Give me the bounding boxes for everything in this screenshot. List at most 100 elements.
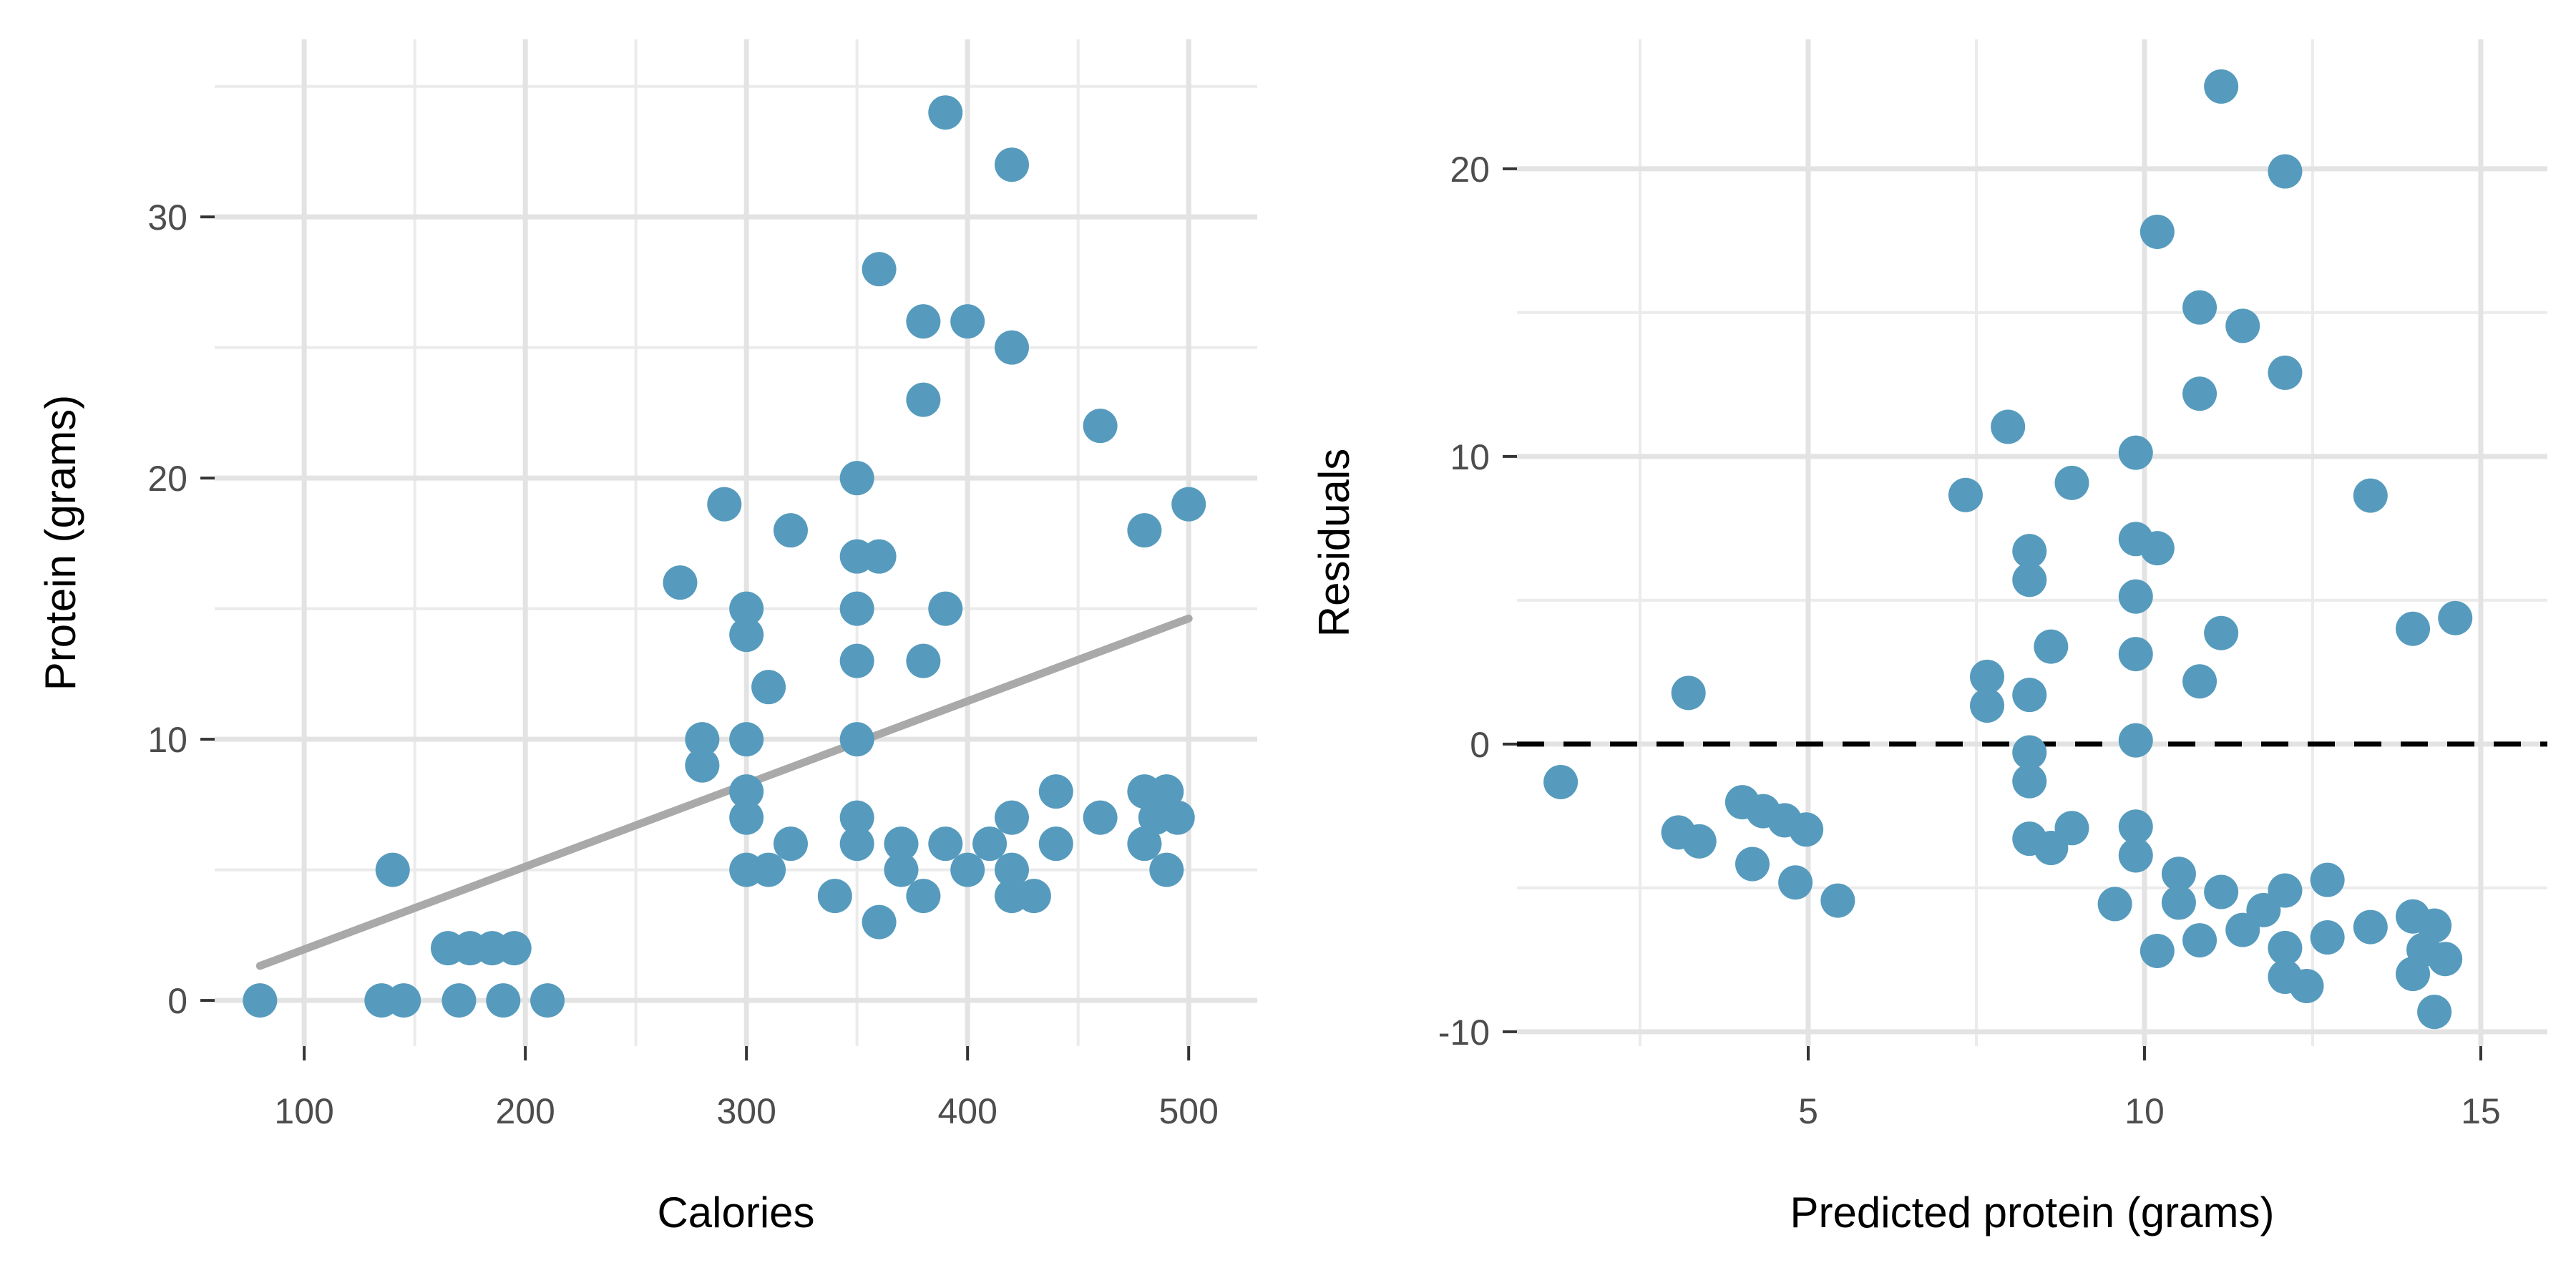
y-tick-label: 0	[167, 981, 187, 1021]
data-point	[2012, 763, 2047, 799]
data-point	[2118, 723, 2153, 758]
data-point	[1127, 826, 1162, 862]
data-point	[2054, 465, 2089, 500]
x-tick-label: 10	[2124, 1091, 2165, 1131]
data-point	[928, 591, 963, 626]
right-panel-marks	[1517, 69, 2547, 1030]
data-point	[950, 852, 985, 887]
data-point	[2012, 735, 2047, 770]
data-point	[1083, 409, 1118, 444]
x-tick-label: 500	[1158, 1091, 1218, 1131]
data-point	[1671, 675, 1706, 711]
data-point	[2097, 887, 2132, 922]
left-panel-axes: 100 200 300 400 500 0 10 20 30	[147, 197, 1219, 1131]
data-point	[1970, 688, 2005, 723]
data-point	[729, 618, 764, 653]
data-point	[1171, 487, 1206, 522]
y-tick-label: 30	[147, 197, 187, 238]
data-point	[243, 983, 278, 1018]
data-point	[2204, 874, 2239, 909]
y-tick-label: 10	[147, 720, 187, 760]
x-tick-label: 200	[495, 1091, 555, 1131]
data-point	[2310, 862, 2345, 897]
data-point	[2396, 611, 2431, 646]
data-point	[2268, 154, 2303, 189]
data-point	[2012, 678, 2047, 713]
y-tick-label: -10	[1438, 1013, 1490, 1053]
data-point	[2182, 290, 2218, 325]
right-panel-axes: 5 10 15 -10 0 10 20	[1438, 150, 2501, 1131]
data-point	[2289, 968, 2324, 1003]
data-point	[1127, 513, 1162, 548]
data-point	[884, 826, 919, 862]
x-tick-label: 5	[1798, 1091, 1818, 1131]
data-point	[2204, 615, 2239, 650]
data-point	[751, 670, 786, 705]
x-tick-label: 400	[937, 1091, 997, 1131]
data-point	[773, 826, 808, 862]
data-point	[994, 330, 1029, 365]
left-scatter-panel: 100 200 300 400 500 0 10 20 30 Calories Protein …	[36, 39, 1257, 1236]
data-point	[2353, 909, 2388, 945]
right-x-axis-title: Predicted protein (grams)	[1790, 1189, 2275, 1236]
left-x-axis-title: Calories	[657, 1189, 814, 1236]
data-point	[2012, 562, 2047, 597]
data-point	[1160, 800, 1195, 835]
y-tick-label: 10	[1450, 437, 1490, 477]
data-point	[906, 382, 941, 417]
left-y-axis-title: Protein (grams)	[36, 395, 84, 691]
y-tick-label: 20	[147, 459, 187, 499]
x-tick-label: 15	[2461, 1091, 2501, 1131]
data-point	[928, 95, 963, 130]
data-point	[2118, 838, 2153, 873]
data-point	[386, 983, 421, 1018]
right-y-axis-title: Residuals	[1310, 449, 1358, 637]
data-point	[928, 826, 963, 862]
data-point	[817, 879, 852, 914]
data-point	[1948, 477, 1983, 512]
data-point	[663, 565, 698, 600]
data-point	[2140, 531, 2175, 566]
data-point	[1820, 883, 1855, 918]
data-point	[2118, 435, 2153, 470]
data-point	[729, 800, 764, 835]
data-point	[375, 852, 410, 887]
data-point	[1149, 774, 1184, 809]
y-tick-label: 0	[1470, 725, 1490, 765]
data-point	[441, 983, 477, 1018]
right-panel-gridlines	[1517, 39, 2547, 1046]
data-point	[751, 852, 786, 887]
data-point	[2140, 933, 2175, 968]
data-point	[2161, 857, 2196, 892]
data-point	[2428, 942, 2463, 977]
data-point	[839, 461, 874, 496]
data-point	[906, 643, 941, 678]
data-point	[729, 722, 764, 757]
data-point	[729, 774, 764, 809]
data-point	[2204, 69, 2239, 104]
data-point	[2268, 355, 2303, 390]
data-point	[2140, 214, 2175, 249]
data-point	[1543, 764, 1579, 799]
data-point	[2118, 579, 2153, 614]
data-point	[950, 304, 985, 339]
data-point	[2012, 534, 2047, 569]
left-panel-gridlines	[215, 39, 1257, 1046]
data-point	[1991, 409, 2026, 444]
data-point	[2118, 809, 2153, 844]
data-point	[2182, 376, 2218, 411]
x-tick-label: 100	[274, 1091, 333, 1131]
data-point	[839, 800, 874, 835]
data-point	[685, 722, 720, 757]
data-point	[2268, 873, 2303, 908]
data-point	[2118, 637, 2153, 672]
data-point	[884, 852, 919, 887]
data-point	[729, 591, 764, 626]
x-tick-label: 300	[716, 1091, 776, 1131]
data-point	[2054, 811, 2089, 846]
data-point	[839, 643, 874, 678]
data-point	[1970, 659, 2005, 694]
